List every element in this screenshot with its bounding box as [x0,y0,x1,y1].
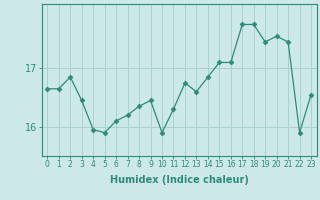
X-axis label: Humidex (Indice chaleur): Humidex (Indice chaleur) [110,175,249,185]
